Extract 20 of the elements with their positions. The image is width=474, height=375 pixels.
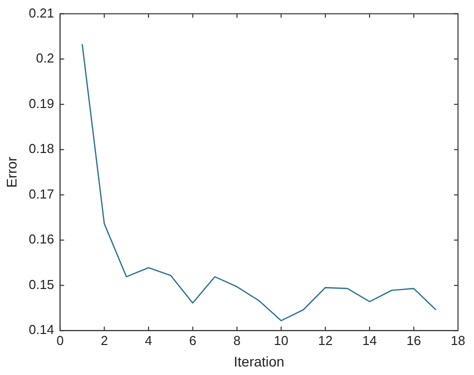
x-axis-title: Iteration (234, 353, 284, 370)
y-tick-label: 0.14 (28, 322, 54, 338)
y-tick-label: 0.21 (28, 5, 54, 20)
x-tick-label: 18 (450, 332, 466, 348)
x-tick-label: 2 (100, 332, 108, 348)
x-tick-label: 12 (318, 332, 333, 348)
x-tick-label: 6 (189, 332, 196, 348)
x-tick-label: 8 (233, 332, 241, 348)
y-axis-title: Error (3, 156, 20, 188)
x-tick-label: 16 (406, 332, 422, 348)
y-tick-label: 0.19 (28, 96, 54, 111)
y-tick-label: 0.2 (36, 50, 54, 66)
y-tick-label: 0.15 (28, 276, 54, 292)
x-tick-label: 0 (56, 332, 64, 348)
x-tick-label: 10 (274, 332, 288, 348)
y-tick-label: 0.17 (28, 186, 54, 202)
y-tick-label: 0.18 (28, 141, 54, 156)
y-tick-label: 0.16 (28, 232, 54, 247)
x-tick-label: 14 (362, 332, 377, 348)
x-tick-label: 4 (144, 332, 152, 348)
